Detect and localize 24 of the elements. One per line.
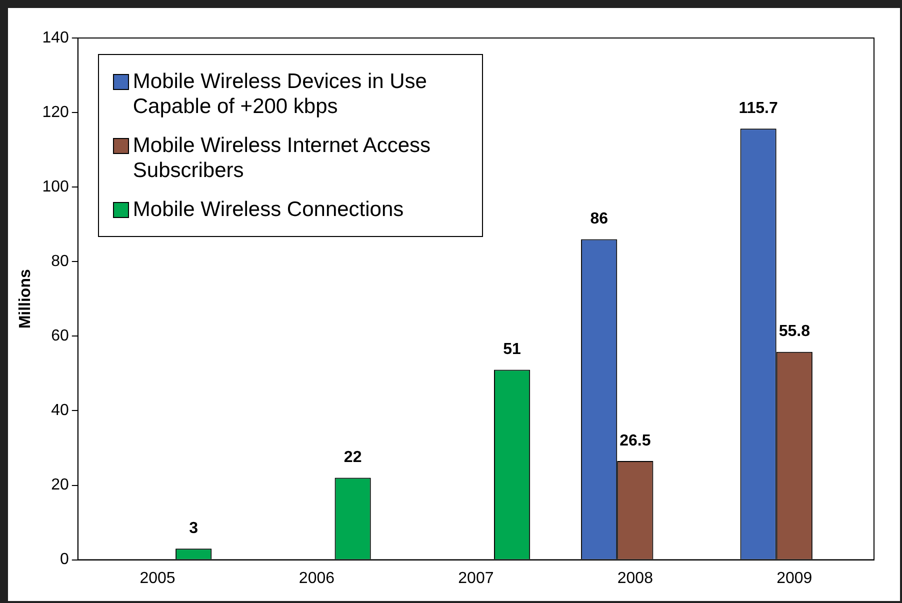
data-label: 115.7	[738, 100, 778, 117]
x-tick-label: 2009	[776, 570, 812, 587]
legend-label: Mobile Wireless Internet Access Subscribers	[132, 133, 432, 183]
y-axis-title: Millions	[17, 269, 34, 329]
y-tick-label: 140	[42, 29, 69, 46]
data-label: 86	[590, 210, 608, 228]
y-tick-label: 0	[60, 551, 69, 568]
y-tick-label: 100	[42, 178, 69, 196]
data-label: 51	[503, 341, 522, 358]
data-label: 55.8	[778, 323, 810, 340]
y-tick-label: 20	[51, 476, 69, 494]
y-tick-label: 80	[51, 253, 69, 270]
y-tick-label: 120	[42, 104, 69, 121]
x-tick-label: 2006	[298, 570, 335, 587]
data-label: 26.5	[620, 432, 651, 450]
x-tick-label: 2008	[617, 570, 654, 587]
y-tick-label: 40	[51, 402, 69, 420]
data-label: 22	[344, 449, 362, 466]
legend-label: Mobile Wireless Connections	[132, 197, 404, 222]
x-tick-label: 2005	[140, 570, 176, 587]
data-label: 3	[189, 520, 198, 538]
y-tick-label: 60	[51, 328, 69, 345]
legend-label: Mobile Wireless Devices in Use Capable of +200 kbps	[132, 69, 428, 119]
x-tick-label: 2007	[458, 570, 494, 587]
